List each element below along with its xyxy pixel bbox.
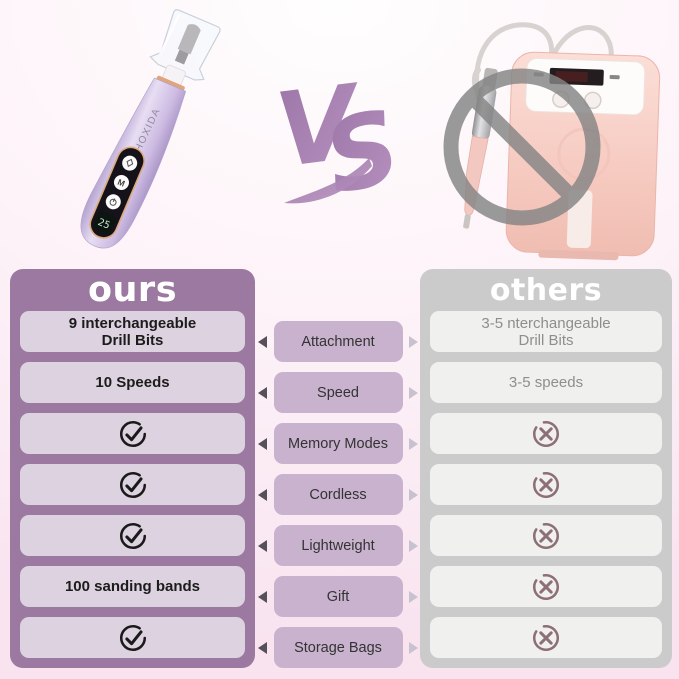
arrow-right-icon bbox=[409, 386, 418, 399]
arrow-right-icon bbox=[409, 437, 418, 450]
feature-label-memory-modes: Memory Modes bbox=[273, 423, 403, 464]
arrow-left-icon bbox=[258, 437, 267, 450]
others-row-memory-modes bbox=[430, 413, 662, 454]
ours-row-attachment: 9 interchangeable Drill Bits bbox=[20, 311, 245, 352]
arrow-right-icon bbox=[409, 641, 418, 654]
feature-row-speed: Speed bbox=[256, 372, 420, 413]
feature-label-storage-bags: Storage Bags bbox=[273, 627, 403, 668]
feature-column: Attachment Speed Memory Modes Cordless L… bbox=[256, 269, 420, 668]
feature-label-cordless: Cordless bbox=[273, 474, 403, 515]
arrow-right-icon bbox=[409, 590, 418, 603]
mode-button-label: M bbox=[116, 177, 126, 189]
check-icon bbox=[117, 622, 149, 654]
others-row-lightweight bbox=[430, 515, 662, 556]
arrow-left-icon bbox=[258, 590, 267, 603]
vs-icon: V S bbox=[274, 63, 406, 214]
arrow-left-icon bbox=[258, 539, 267, 552]
ours-row-storage-bags bbox=[20, 617, 245, 658]
others-row-speed: 3-5 speeds bbox=[430, 362, 662, 403]
ours-row-memory-modes bbox=[20, 413, 245, 454]
ours-row-lightweight bbox=[20, 515, 245, 556]
feature-row-cordless: Cordless bbox=[256, 474, 420, 515]
ours-row-gift: 100 sanding bands bbox=[20, 566, 245, 607]
arrow-left-icon bbox=[258, 335, 267, 348]
clear-cap-icon bbox=[149, 9, 221, 81]
feature-row-gift: Gift bbox=[256, 576, 420, 617]
others-row-gift bbox=[430, 566, 662, 607]
check-icon bbox=[117, 469, 149, 501]
others-row-storage-bags bbox=[430, 617, 662, 658]
competitor-product-image bbox=[443, 22, 661, 261]
our-product-image: HOXIDA M 25 bbox=[80, 9, 221, 249]
arrow-left-icon bbox=[258, 386, 267, 399]
check-icon bbox=[117, 520, 149, 552]
feature-row-memory-modes: Memory Modes bbox=[256, 423, 420, 464]
cross-icon bbox=[530, 622, 562, 654]
feature-column-spacer bbox=[256, 269, 420, 311]
arrow-left-icon bbox=[258, 641, 267, 654]
ours-header: ours bbox=[87, 270, 178, 310]
cross-icon bbox=[530, 520, 562, 552]
feature-label-speed: Speed bbox=[273, 372, 403, 413]
ours-panel: ours 9 interchangeable Drill Bits 10 Spe… bbox=[10, 269, 255, 668]
no-symbol-icon bbox=[443, 68, 601, 226]
others-panel: others 3-5 nterchangeable Drill Bits 3-5… bbox=[420, 269, 672, 668]
control-panel-icon: M 25 bbox=[89, 146, 145, 239]
feature-label-lightweight: Lightweight bbox=[273, 525, 403, 566]
others-row-attachment: 3-5 nterchangeable Drill Bits bbox=[430, 311, 662, 352]
ours-row-speed: 10 Speeds bbox=[20, 362, 245, 403]
arrow-right-icon bbox=[409, 488, 418, 501]
cross-icon bbox=[530, 469, 562, 501]
speed-display: 25 bbox=[96, 217, 111, 232]
arrow-left-icon bbox=[258, 488, 267, 501]
cross-icon bbox=[530, 418, 562, 450]
others-header: others bbox=[489, 272, 603, 308]
cross-icon bbox=[530, 571, 562, 603]
others-row-cordless bbox=[430, 464, 662, 505]
feature-label-gift: Gift bbox=[273, 576, 403, 617]
arrow-right-icon bbox=[409, 539, 418, 552]
check-icon bbox=[117, 418, 149, 450]
feature-row-lightweight: Lightweight bbox=[256, 525, 420, 566]
arrow-right-icon bbox=[409, 335, 418, 348]
feature-label-attachment: Attachment bbox=[273, 321, 403, 362]
ours-row-cordless bbox=[20, 464, 245, 505]
feature-row-storage-bags: Storage Bags bbox=[256, 627, 420, 668]
feature-row-attachment: Attachment bbox=[256, 321, 420, 362]
